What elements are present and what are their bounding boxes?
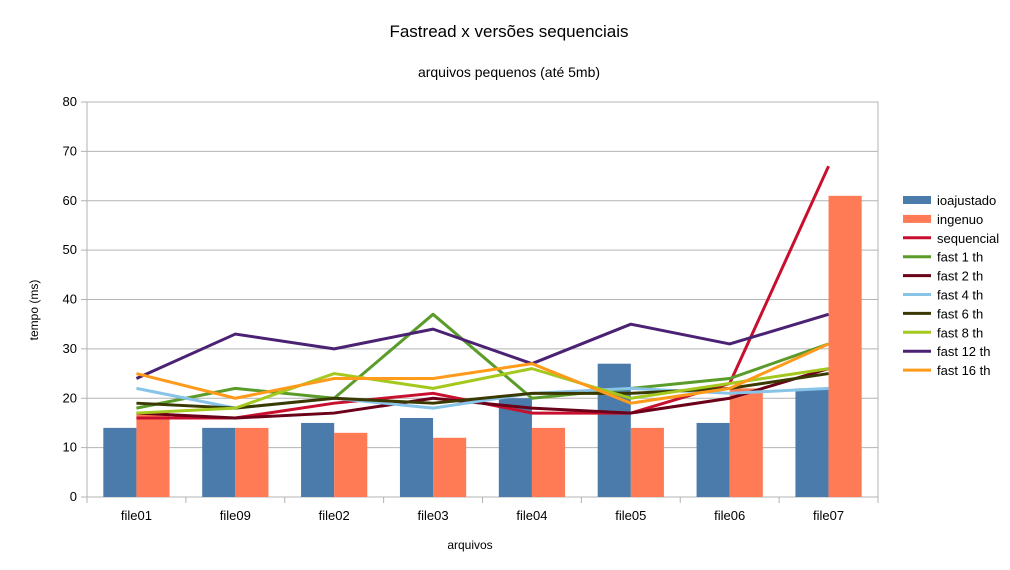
y-tick-label: 60 xyxy=(63,193,77,208)
bar-ioajustado xyxy=(202,427,236,497)
bar-ingenuo xyxy=(235,427,269,497)
bar-ingenuo xyxy=(334,432,368,497)
y-axis-label: tempo (ms) xyxy=(27,280,41,341)
legend-label: ioajustado xyxy=(937,193,996,208)
y-tick-label: 80 xyxy=(63,94,77,109)
legend-label: ingenuo xyxy=(937,212,983,227)
legend-label: fast 6 th xyxy=(937,306,983,321)
y-tick-label: 20 xyxy=(63,390,77,405)
line-fast-2-th xyxy=(136,367,829,420)
x-axis-label: arquivos xyxy=(447,538,492,552)
line-fast-1-th xyxy=(136,312,830,410)
bar-ioajustado xyxy=(498,398,532,497)
legend-label: sequencial xyxy=(937,231,999,246)
legend: ioajustado ingenuo sequencial fast 1 th fast… xyxy=(903,193,999,378)
legend-label: fast 1 th xyxy=(937,250,983,265)
x-tick-label: file03 xyxy=(418,508,449,523)
legend-label: fast 2 th xyxy=(937,269,983,284)
chart-subtitle: arquivos pequenos (até 5mb) xyxy=(418,64,600,80)
x-tick-label: file01 xyxy=(121,508,152,523)
bar-ioajustado xyxy=(597,363,631,497)
line-fast-12-th xyxy=(135,312,829,380)
bar-ioajustado xyxy=(103,427,137,497)
bar-ioajustado xyxy=(795,388,829,497)
legend-label: fast 8 th xyxy=(937,325,983,340)
chart-title: Fastread x versões sequenciais xyxy=(389,22,628,41)
y-tick-label: 0 xyxy=(70,489,77,504)
y-tick-label: 10 xyxy=(63,440,77,455)
legend-swatch xyxy=(903,196,931,204)
legend-label: fast 12 th xyxy=(937,344,990,359)
legend-swatch xyxy=(903,214,931,223)
x-tick-label: file04 xyxy=(516,508,547,523)
bar-ioajustado xyxy=(301,422,335,497)
bar-ioajustado xyxy=(399,418,434,497)
bar-ingenuo xyxy=(136,413,170,497)
y-tick-label: 30 xyxy=(63,341,77,356)
x-tick-label: file06 xyxy=(714,508,745,523)
bar-ioajustado xyxy=(696,422,730,497)
x-tick-label: file02 xyxy=(319,508,350,523)
plot-area: 0 10 20 30 40 50 60 70 80 file01 file09 file02 file0… xyxy=(63,94,879,523)
bar-ingenuo xyxy=(531,427,566,497)
x-tick-label: file07 xyxy=(813,508,844,523)
bar-ingenuo xyxy=(630,427,664,497)
y-tick-label: 50 xyxy=(63,242,77,257)
x-tick-label: file09 xyxy=(220,508,251,523)
line-fast-6-th xyxy=(136,372,829,410)
bar-ingenuo xyxy=(828,195,862,497)
legend-label: fast 4 th xyxy=(937,288,983,303)
legend-label: fast 16 th xyxy=(937,363,990,378)
x-tick-label: file05 xyxy=(615,508,646,523)
bar-ingenuo xyxy=(729,388,763,497)
y-tick-label: 40 xyxy=(63,292,77,307)
y-tick-label: 70 xyxy=(63,143,77,158)
line-fast-8-th xyxy=(136,367,829,415)
line-fast-16-th xyxy=(136,342,830,405)
bar-ingenuo xyxy=(433,437,467,497)
